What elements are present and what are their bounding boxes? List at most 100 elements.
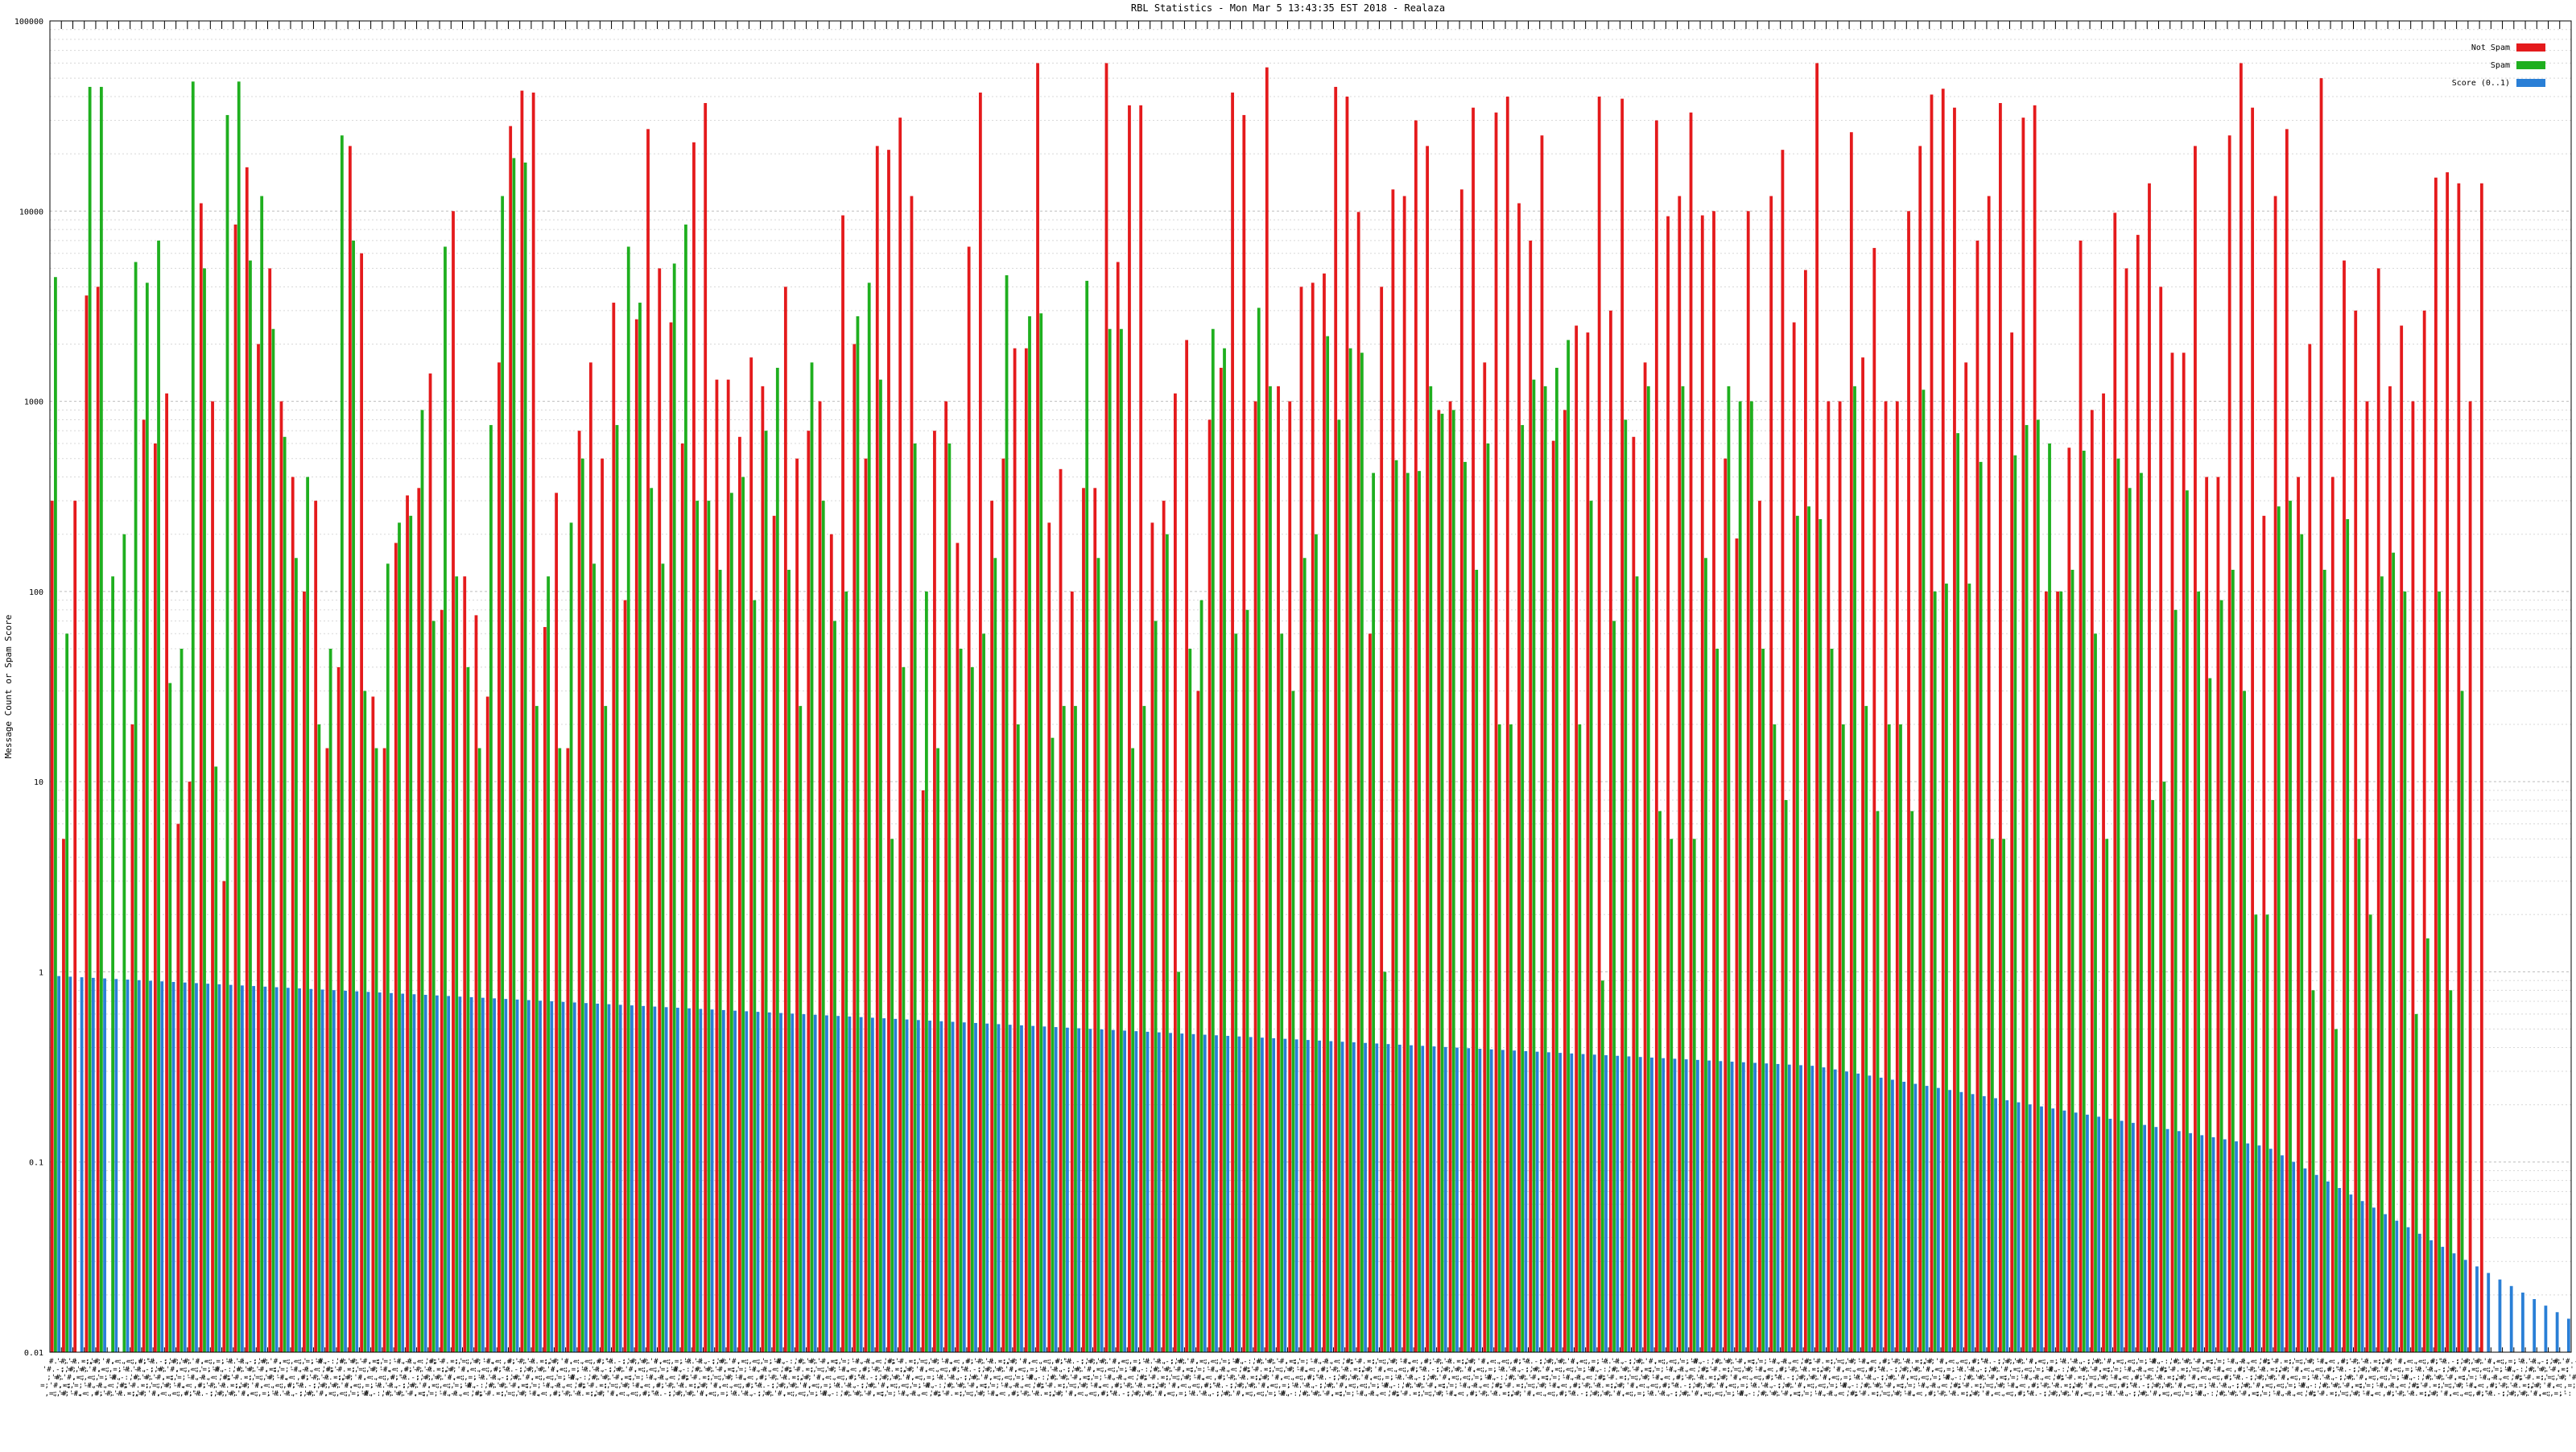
x-category-label: '#.-:: [56, 1358, 78, 1366]
spam-bar: [1177, 971, 1180, 1352]
x-category-label: :,=;'#: [375, 1358, 402, 1366]
not-spam-bar: [2033, 105, 2037, 1353]
not-spam-bar: [623, 600, 627, 1352]
x-category-label: ,=;': [1789, 1390, 1806, 1398]
x-category-label: -:,=: [528, 1390, 546, 1398]
x-category-label: :,=;': [1455, 1374, 1476, 1382]
not-spam-bar: [348, 146, 352, 1352]
score-bar: [183, 982, 187, 1352]
score-bar: [1673, 1058, 1677, 1352]
score-bar: [286, 988, 290, 1352]
score-bar: [859, 1017, 863, 1352]
score-bar: [1364, 1042, 1367, 1352]
x-category-label: =;'#.-: [2553, 1358, 2576, 1366]
score-bar: [298, 988, 301, 1352]
x-category-label: .-:,=;': [728, 1382, 758, 1390]
score-bar: [252, 986, 256, 1352]
spam-bar: [1131, 748, 1135, 1352]
x-category-label: :,=;'#.: [819, 1366, 850, 1374]
spam-bar: [1967, 584, 1971, 1352]
x-category-label: =;'#: [2270, 1366, 2288, 1374]
x-category-label: ,=;'#.-: [1347, 1374, 1377, 1382]
not-spam-bar: [2239, 63, 2243, 1352]
x-category-label: :,=: [2192, 1374, 2206, 1382]
x-category-label: ,=;: [886, 1382, 898, 1390]
x-category-label: :,=;': [1558, 1366, 1579, 1374]
x-category-label: -:,=;': [2186, 1382, 2212, 1390]
x-category-label: .-:,: [357, 1390, 374, 1398]
score-bar: [1570, 1053, 1574, 1352]
x-category-label: '#.-:,=: [1863, 1374, 1894, 1382]
score-bar: [1971, 1094, 1975, 1352]
x-category-label: =;'#.-: [868, 1382, 894, 1390]
x-category-label: -:,=: [631, 1382, 649, 1390]
x-category-label: :,=;'#.: [923, 1358, 953, 1366]
not-spam-bar: [2285, 129, 2289, 1353]
x-category-label: #.-: [2238, 1366, 2251, 1374]
x-category-label: :,=: [2444, 1390, 2458, 1398]
x-category-label: '#.-:: [1936, 1390, 1958, 1398]
x-category-label: =;'#.: [217, 1390, 238, 1398]
spam-bar: [661, 563, 665, 1352]
x-category-label: '#.-:,=: [2115, 1390, 2146, 1398]
spam-bar: [2036, 419, 2040, 1352]
x-category-label: :,=;: [803, 1382, 821, 1390]
not-spam-bar: [73, 501, 77, 1352]
score-bar: [1100, 1029, 1104, 1352]
spam-bar: [2368, 914, 2372, 1352]
spam-bar: [1142, 706, 1146, 1352]
x-category-label: -:,: [1562, 1374, 1575, 1382]
x-category-label: ;'#.-: [136, 1374, 158, 1382]
x-category-label: -:,=: [987, 1390, 1005, 1398]
x-category-label: =;'#: [2064, 1382, 2082, 1390]
x-category-label: ;'#.-: [595, 1374, 617, 1382]
x-category-label: ,=;': [162, 1374, 180, 1382]
not-spam-bar: [1758, 501, 1761, 1352]
x-category-label: .-:,=;: [1761, 1366, 1788, 1374]
x-category-label: .-:,=;: [741, 1374, 768, 1382]
x-category-label: ,=;'#.-: [1141, 1390, 1171, 1398]
x-category-label: -:,: [1768, 1358, 1781, 1366]
not-spam-bar: [463, 576, 467, 1352]
x-category-label: =;': [1413, 1390, 1426, 1398]
not-spam-bar: [783, 287, 787, 1352]
x-category-label: '#.: [1402, 1382, 1414, 1390]
not-spam-bar: [428, 373, 432, 1352]
x-category-label: ;'#.-: [847, 1390, 869, 1398]
x-category-label: =;'#.-:: [602, 1374, 633, 1382]
x-category-label: ,=;'#: [1168, 1374, 1191, 1382]
spam-bar: [2231, 569, 2235, 1352]
x-category-label: :,=;'#.: [155, 1382, 186, 1390]
x-category-label: #.-:,=: [2300, 1382, 2326, 1390]
not-spam-bar: [1953, 107, 1956, 1353]
x-category-label: .-:: [2054, 1358, 2067, 1366]
x-category-label: '#.-:,=: [281, 1390, 312, 1398]
spam-bar: [191, 81, 195, 1353]
x-category-label: '#.-:,=: [1966, 1366, 1997, 1374]
legend-label: Spam: [2491, 61, 2510, 70]
not-spam-bar: [738, 436, 741, 1352]
x-category-label: #.-:: [643, 1390, 661, 1398]
spam-bar: [1567, 340, 1571, 1353]
x-category-label: ;'#.-:: [1143, 1374, 1170, 1382]
x-category-label: :,=;'#.: [1839, 1358, 1870, 1366]
x-category-label: .-:,=: [400, 1358, 423, 1366]
not-spam-bar: [2044, 591, 2048, 1352]
spam-bar: [1635, 576, 1639, 1352]
x-category-label: .-:: [1493, 1366, 1506, 1374]
x-category-label: ;'#.: [2545, 1358, 2563, 1366]
x-category-label: #.-: [1780, 1366, 1793, 1374]
x-category-label: -:,=;'#: [1714, 1390, 1745, 1398]
x-category-label: =;': [2536, 1374, 2549, 1382]
x-category-label: '#.-:,: [753, 1382, 780, 1390]
x-category-label: #.-: [404, 1366, 417, 1374]
spam-bar: [2116, 458, 2120, 1353]
score-bar: [344, 990, 347, 1352]
x-category-label: -:,=: [941, 1358, 959, 1366]
spam-bar: [168, 683, 172, 1352]
x-category-label: ;'#.-:,: [2252, 1366, 2283, 1374]
score-bar: [2200, 1135, 2204, 1352]
x-category-label: =;'#: [1147, 1382, 1165, 1390]
x-category-label: ;'#.-:,: [522, 1358, 552, 1366]
score-bar: [1410, 1045, 1413, 1352]
